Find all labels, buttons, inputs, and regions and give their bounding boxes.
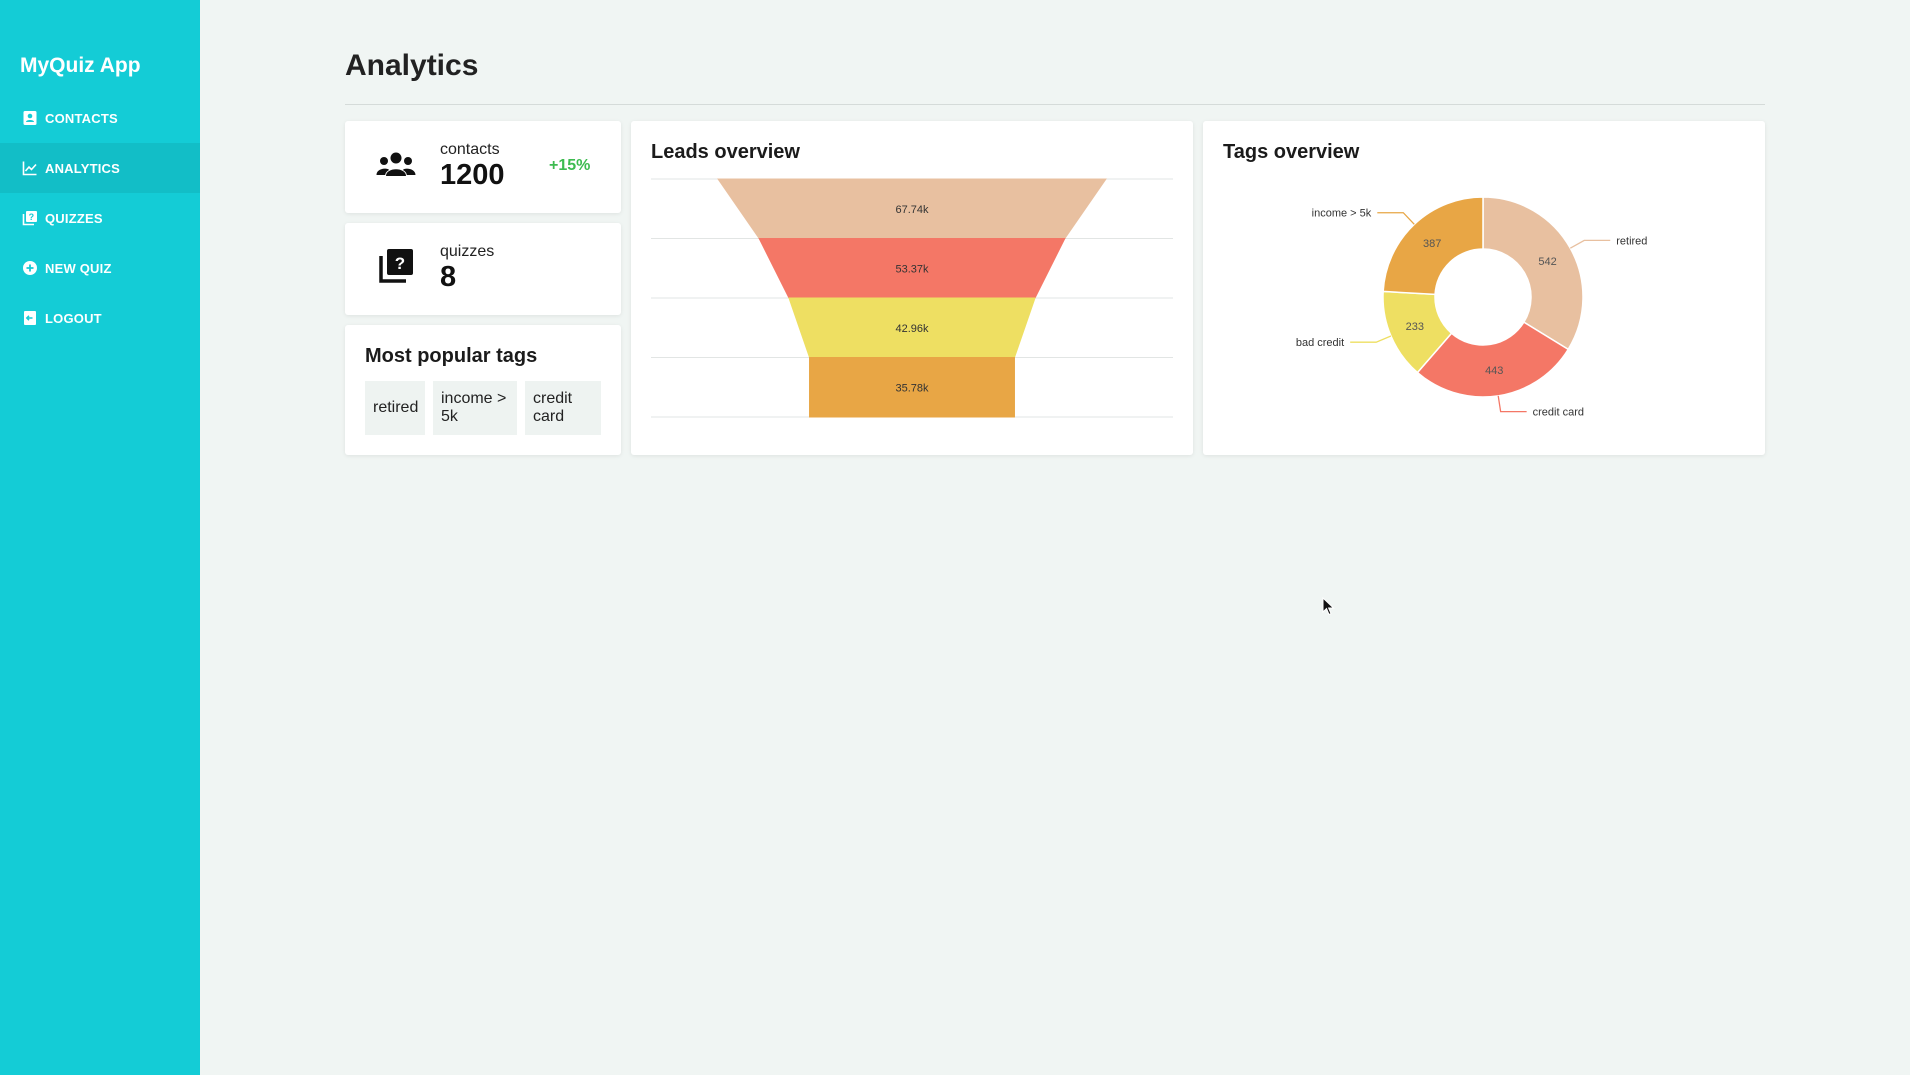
donut-value-label: 387 bbox=[1423, 238, 1441, 250]
donut-label-leader bbox=[1497, 395, 1527, 413]
donut-label-leader bbox=[1350, 335, 1392, 343]
svg-text:?: ? bbox=[29, 212, 35, 222]
sidebar-item-label: QUIZZES bbox=[45, 210, 103, 226]
donut-label-leader bbox=[1569, 239, 1611, 249]
quizzes-stat-card: ? quizzes 8 bbox=[345, 223, 621, 315]
tag-chip[interactable]: income > 5k bbox=[433, 381, 517, 435]
funnel-value-label: 53.37k bbox=[895, 263, 929, 275]
contacts-count: 1200 bbox=[440, 159, 505, 191]
sidebar-item-label: NEW QUIZ bbox=[45, 260, 112, 276]
tags-overview-card: Tags overview 542 retired 443 credit card 23… bbox=[1203, 121, 1765, 455]
tag-chip[interactable]: credit card bbox=[525, 381, 601, 435]
donut-slice-retired[interactable] bbox=[1482, 196, 1584, 351]
donut-category-label: income > 5k bbox=[1312, 208, 1372, 220]
sidebar-item-analytics[interactable]: ANALYTICS bbox=[0, 143, 200, 193]
funnel-stage-4[interactable] bbox=[809, 357, 1015, 418]
analytics-icon bbox=[22, 160, 38, 176]
contacts-label: contacts bbox=[440, 141, 500, 158]
sidebar-item-quizzes[interactable]: ? QUIZZES bbox=[0, 193, 200, 243]
popular-tags-card: Most popular tags retired income > 5k cr… bbox=[345, 325, 621, 455]
users-icon bbox=[375, 147, 417, 187]
tags-list: retired income > 5k credit card bbox=[365, 381, 601, 435]
leads-overview-card: Leads overview 67.74k 53.37k 42.96k 35.78k bbox=[631, 121, 1193, 455]
leads-funnel-chart: 67.74k 53.37k 42.96k 35.78k bbox=[651, 178, 1173, 418]
tags-overview-title: Tags overview bbox=[1223, 141, 1360, 163]
mouse-cursor-icon bbox=[1322, 597, 1335, 616]
popular-tags-title: Most popular tags bbox=[365, 345, 538, 367]
sidebar-nav: CONTACTS ANALYTICS ? QUIZZES NEW QUIZ LO… bbox=[0, 93, 200, 343]
donut-category-label: retired bbox=[1616, 235, 1647, 247]
quizzes-label: quizzes bbox=[440, 243, 495, 260]
leads-overview-title: Leads overview bbox=[651, 141, 800, 163]
sidebar: MyQuiz App CONTACTS ANALYTICS ? QUIZZES … bbox=[0, 0, 200, 1075]
page-title: Analytics bbox=[345, 49, 479, 82]
donut-label-leader bbox=[1377, 212, 1415, 225]
donut-value-label: 542 bbox=[1538, 256, 1556, 268]
logout-icon bbox=[22, 310, 38, 326]
sidebar-item-logout[interactable]: LOGOUT bbox=[0, 293, 200, 343]
donut-value-label: 443 bbox=[1485, 365, 1503, 377]
sidebar-item-contacts[interactable]: CONTACTS bbox=[0, 93, 200, 143]
funnel-value-label: 42.96k bbox=[895, 323, 929, 335]
sidebar-item-label: ANALYTICS bbox=[45, 160, 120, 176]
sidebar-item-new-quiz[interactable]: NEW QUIZ bbox=[0, 243, 200, 293]
donut-slice-income-5k[interactable] bbox=[1382, 196, 1484, 296]
svg-text:?: ? bbox=[395, 254, 405, 273]
donut-category-label: bad credit bbox=[1296, 337, 1344, 349]
donut-category-label: credit card bbox=[1533, 407, 1584, 419]
title-divider bbox=[345, 104, 1765, 105]
quizzes-icon: ? bbox=[22, 210, 38, 226]
donut-slice-credit-card[interactable] bbox=[1416, 321, 1570, 398]
sidebar-item-label: LOGOUT bbox=[45, 310, 102, 326]
quiz-library-icon: ? bbox=[375, 247, 417, 287]
app-brand[interactable]: MyQuiz App bbox=[20, 54, 141, 77]
contacts-stat-card: contacts 1200 +15% bbox=[345, 121, 621, 213]
plus-circle-icon bbox=[22, 260, 38, 276]
tag-chip[interactable]: retired bbox=[365, 381, 425, 435]
funnel-value-label: 67.74k bbox=[895, 204, 929, 216]
funnel-value-label: 35.78k bbox=[895, 382, 929, 394]
quizzes-count: 8 bbox=[440, 261, 457, 293]
donut-value-label: 233 bbox=[1406, 321, 1424, 333]
tags-donut-chart: 542 retired 443 credit card 233 bad credit 387… bbox=[1296, 196, 1647, 419]
contacts-growth-badge: +15% bbox=[549, 157, 591, 174]
contacts-icon bbox=[22, 110, 38, 126]
sidebar-item-label: CONTACTS bbox=[45, 110, 118, 126]
